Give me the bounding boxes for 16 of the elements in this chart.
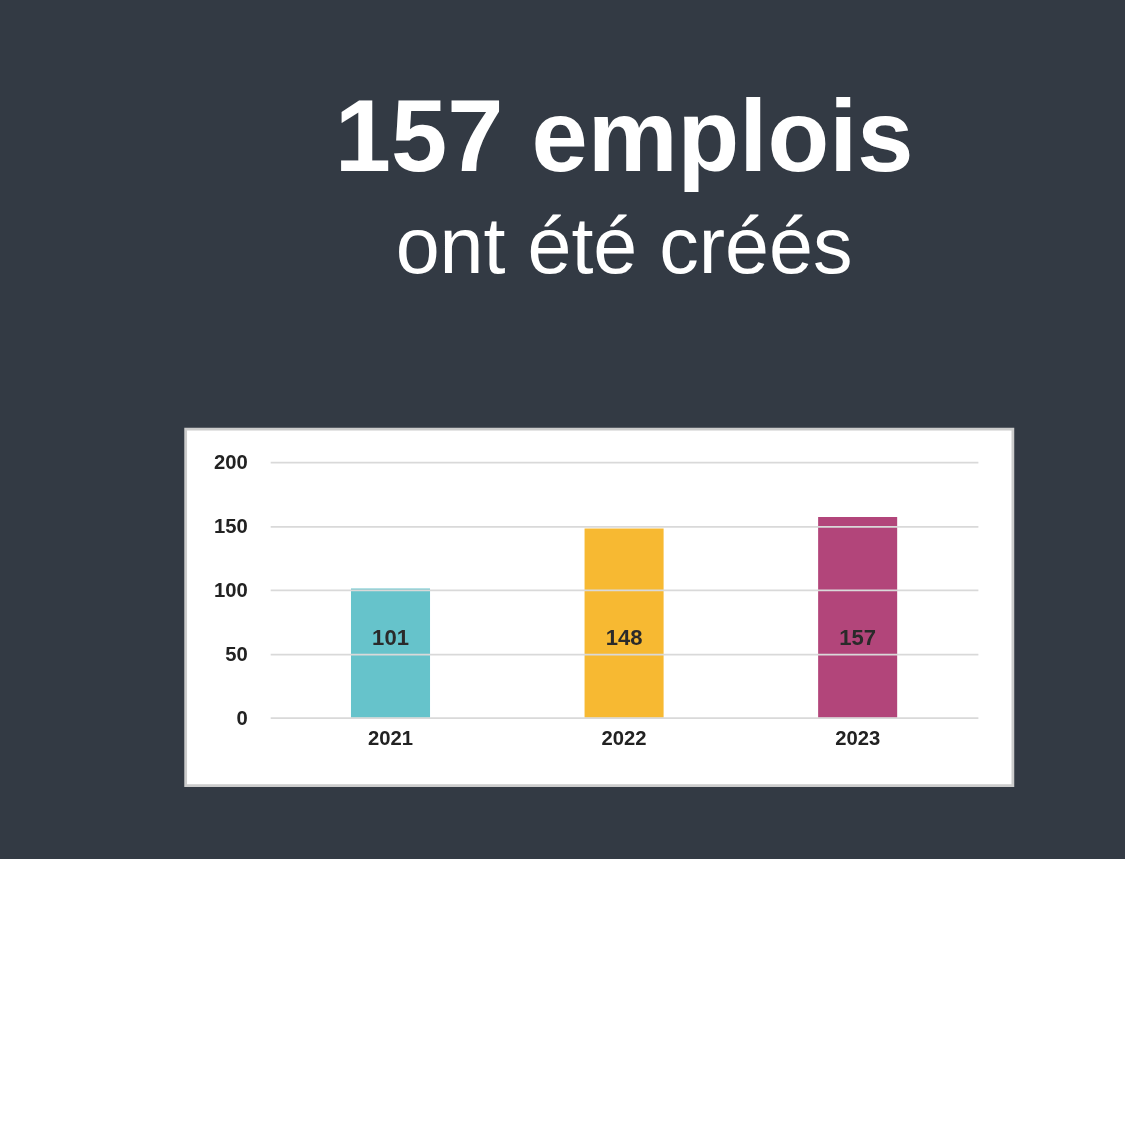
x-tick-label: 2021 xyxy=(368,726,413,749)
bar xyxy=(818,517,898,718)
bar xyxy=(584,528,664,718)
data-label: 148 xyxy=(605,624,643,650)
data-label: 101 xyxy=(372,624,409,650)
x-tick-label: 2023 xyxy=(835,726,881,749)
y-tick-label: 50 xyxy=(225,642,248,665)
y-tick-label: 100 xyxy=(213,578,248,601)
x-tick-label: 2022 xyxy=(601,726,647,749)
y-tick-label: 200 xyxy=(213,451,248,474)
bar xyxy=(350,588,431,718)
y-tick-label: 0 xyxy=(236,706,248,729)
data-label: 157 xyxy=(839,624,877,650)
chart-title: 157 emplois xyxy=(334,79,914,193)
y-tick-label: 150 xyxy=(213,514,248,537)
chart-subtitle: ont été créés xyxy=(395,201,853,291)
